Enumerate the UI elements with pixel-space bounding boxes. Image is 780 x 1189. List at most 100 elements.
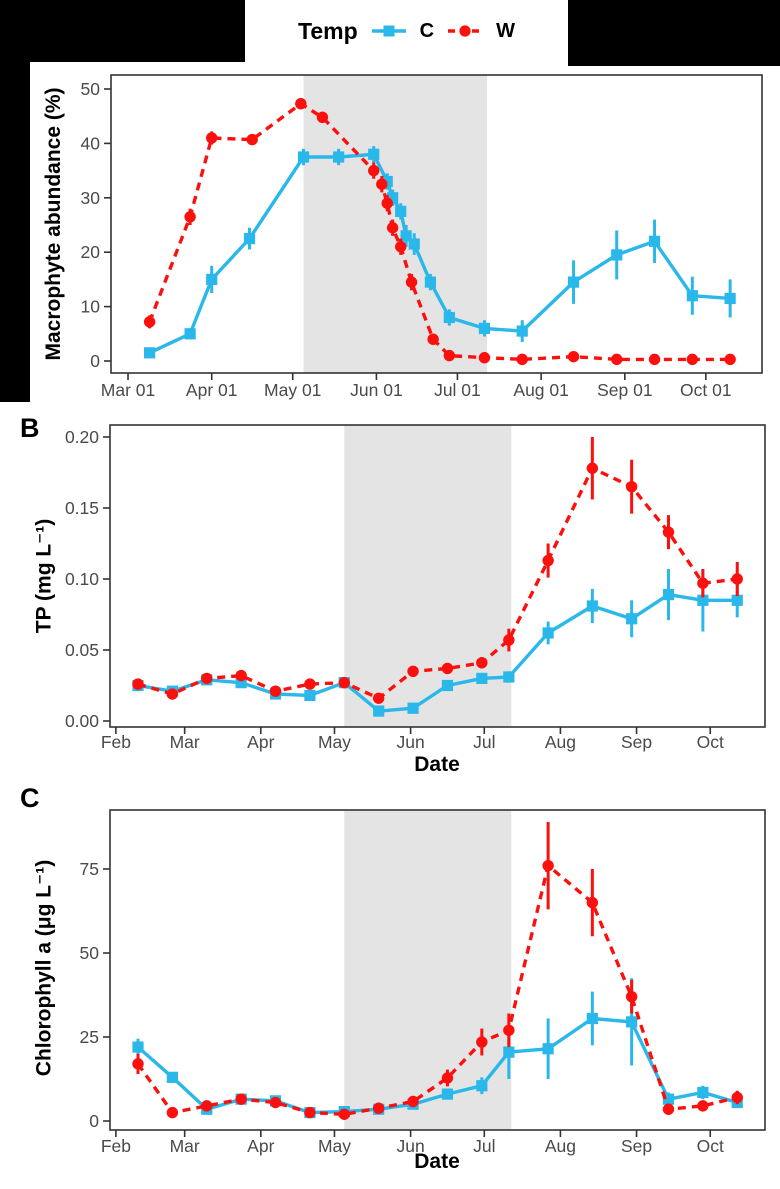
series-line-w xyxy=(136,863,738,1116)
x-tick-label: Jul xyxy=(473,1136,495,1156)
data-point-c xyxy=(166,1071,178,1083)
data-point-w xyxy=(648,353,661,366)
legend-label-w: W xyxy=(496,19,515,42)
data-point-w xyxy=(381,197,393,209)
data-point-w xyxy=(395,241,407,253)
data-point-w xyxy=(407,1095,419,1108)
panel-c-letter: C xyxy=(20,783,40,813)
y-tick-label: 50 xyxy=(81,79,101,99)
data-point-c xyxy=(368,148,380,160)
x-tick-label: Feb xyxy=(101,732,131,752)
data-point-w xyxy=(503,1024,515,1036)
y-tick-label: 0 xyxy=(89,1111,99,1131)
data-point-c xyxy=(662,1093,675,1105)
data-point-w xyxy=(269,1096,282,1109)
data-point-c xyxy=(542,1043,554,1055)
data-point-w xyxy=(166,1106,179,1119)
black-mask-top-right xyxy=(568,0,780,66)
x-axis-title-panel-b: Date xyxy=(414,753,460,776)
data-point-c xyxy=(478,322,491,334)
legend-label-c: C xyxy=(419,19,435,42)
heatwave-shaded-band xyxy=(344,810,512,1130)
data-point-w xyxy=(441,662,454,675)
x-tick-label: Feb xyxy=(101,1136,131,1156)
panel-b-chart: Feb Mar Apr May Jun Jul Aug Sep Oct 0.00 0.05 0.10 0… xyxy=(65,424,766,752)
data-point-c xyxy=(686,290,698,302)
data-point-c xyxy=(395,205,407,217)
x-tick-label: May xyxy=(318,1136,351,1156)
data-point-c xyxy=(408,238,420,250)
data-point-c xyxy=(400,230,412,242)
data-point-c xyxy=(476,1080,488,1092)
x-tick-label: Sep xyxy=(621,1136,652,1156)
data-point-c xyxy=(333,151,345,163)
data-point-c xyxy=(235,677,247,689)
data-point-w xyxy=(246,133,258,146)
data-point-c xyxy=(304,689,316,702)
x-tick-label: Jun xyxy=(396,1136,424,1156)
x-tick-label: May xyxy=(318,732,351,752)
data-point-w xyxy=(476,1036,488,1048)
y-tick-label: 30 xyxy=(81,188,101,208)
data-point-c xyxy=(586,600,598,612)
y-tick-label: 0.15 xyxy=(65,498,99,518)
data-point-w xyxy=(697,1100,709,1112)
data-point-w xyxy=(542,859,554,872)
data-point-c xyxy=(381,175,393,188)
x-tick-label: Sep 01 xyxy=(597,380,652,400)
data-point-w xyxy=(368,164,380,177)
data-point-c xyxy=(443,311,455,324)
x-tick-label: Aug 01 xyxy=(513,380,568,400)
data-point-w xyxy=(662,526,675,538)
data-point-c xyxy=(724,292,736,305)
data-point-c xyxy=(373,705,385,717)
panel-a-chart: Mar 01 Apr 01 May 01 Jun 01 Jul 01 Aug 01 Sep … xyxy=(81,74,763,400)
x-tick-label: Jun xyxy=(396,732,424,752)
x-tick-label: Sep xyxy=(621,732,652,752)
data-point-c xyxy=(184,328,196,340)
x-axis-title-panel-c: Date xyxy=(414,1150,460,1173)
data-point-w xyxy=(731,1091,743,1104)
data-point-w xyxy=(407,665,419,677)
data-point-w xyxy=(338,1108,350,1120)
y-tick-label: 40 xyxy=(81,133,101,153)
x-tick-label: Jun 01 xyxy=(350,380,403,400)
data-point-w xyxy=(625,990,638,1003)
data-point-w xyxy=(304,678,316,690)
data-point-c xyxy=(243,233,256,245)
data-point-w xyxy=(427,333,439,345)
y-tick-label: 75 xyxy=(80,859,99,879)
legend: Temp C W xyxy=(245,0,568,62)
data-point-w xyxy=(625,481,638,493)
y-tick-label: 10 xyxy=(81,297,101,317)
panel-border xyxy=(110,74,763,374)
x-tick-label: Oct xyxy=(697,732,724,752)
data-point-c xyxy=(611,249,623,261)
y-tick-label: 25 xyxy=(80,1027,99,1047)
data-point-w xyxy=(476,657,488,669)
black-mask-top-left xyxy=(0,0,245,62)
data-point-w xyxy=(376,178,388,190)
data-point-c xyxy=(516,325,528,337)
x-tick-label: Aug xyxy=(545,732,576,752)
y-tick-label: 0.00 xyxy=(65,711,99,731)
data-point-w xyxy=(724,353,736,366)
y-tick-label: 20 xyxy=(81,242,101,262)
data-point-w xyxy=(235,669,247,682)
data-point-w xyxy=(586,462,599,474)
series-line-c xyxy=(137,592,738,713)
data-point-c xyxy=(132,1041,144,1053)
data-point-w xyxy=(542,554,554,567)
x-tick-label: Mar 01 xyxy=(101,380,155,400)
data-point-w xyxy=(372,1102,385,1114)
data-point-w xyxy=(731,573,743,585)
data-point-w xyxy=(443,349,456,362)
data-point-c xyxy=(503,1046,515,1058)
panel-border xyxy=(109,424,766,728)
data-point-c xyxy=(144,347,156,359)
data-point-c xyxy=(626,613,638,625)
data-point-w xyxy=(372,692,385,704)
x-tick-label: Mar xyxy=(170,1136,200,1156)
data-point-c xyxy=(648,235,661,247)
